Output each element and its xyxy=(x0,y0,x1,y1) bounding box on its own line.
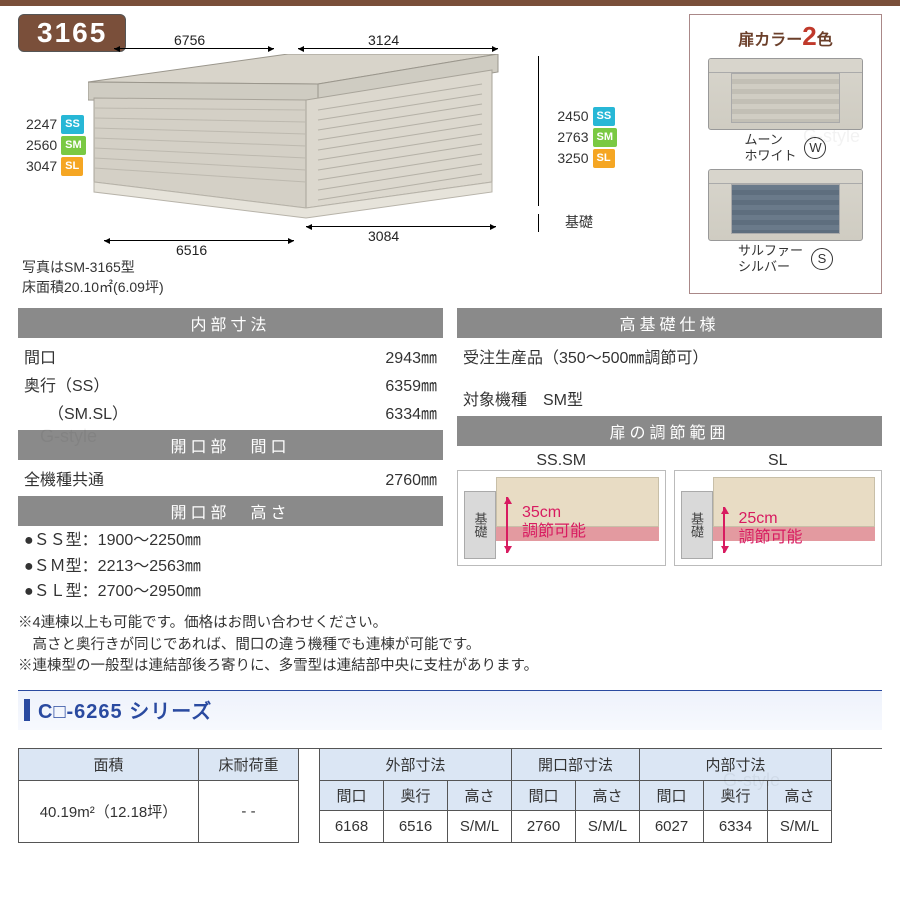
left-h-ss: 2247 xyxy=(26,114,57,135)
right-h-sl: 3250 xyxy=(557,148,588,169)
swatch-code-w: W xyxy=(804,137,826,159)
th-sub: 奥行 xyxy=(704,781,768,811)
int-row3-v: 6334㎜ xyxy=(385,400,437,424)
swatch-name-1a: ムーン xyxy=(745,132,783,147)
hdr-door-adjust: 扉の調節範囲 xyxy=(457,416,882,446)
left-h-sm: 2560 xyxy=(26,135,57,156)
int-row1-v: 2943㎜ xyxy=(385,344,437,368)
tag-sm-r: SM xyxy=(593,128,618,147)
th-group: 開口部寸法 xyxy=(512,749,640,781)
note-3: ※連棟型の一般型は連結部後ろ寄りに、多雪型は連結部中央に支柱があります。 xyxy=(18,656,882,678)
th-area: 面積 xyxy=(19,749,199,781)
td-val: 6027 xyxy=(640,811,704,843)
tag-sl: SL xyxy=(61,157,83,176)
adj-txt-2: 調節可能 xyxy=(739,529,803,546)
th-sub: 高さ xyxy=(768,781,832,811)
swatch-code-s: S xyxy=(811,248,833,270)
specs-left-col: 内部寸法 間口 2943㎜ 奥行（SS） 6359㎜ （SM.SL） 6334㎜ 開口… xyxy=(18,308,443,607)
color-title-prefix: 扉カラー xyxy=(738,32,802,49)
dim-top-width: 3124 xyxy=(368,32,399,48)
tag-ss: SS xyxy=(61,115,84,134)
td-val: S/M/L xyxy=(768,811,832,843)
td-load: - - xyxy=(199,781,299,843)
adj-txt-1: 調節可能 xyxy=(522,523,586,540)
shed-illustration xyxy=(88,54,508,224)
specs-right-col: 高基礎仕様 受注生産品（350～500㎜調節可） 対象機種 SM型 扉の調節範囲… xyxy=(457,308,882,607)
tag-sl-r: SL xyxy=(593,149,615,168)
int-row1-l: 間口 xyxy=(24,344,56,368)
hb-line: 受注生産品（350～500㎜調節可） xyxy=(463,344,708,368)
note-2: 高さと奥行きが同じであれば、間口の違う機種でも連棟が可能です。 xyxy=(18,635,882,657)
hdr-high-base: 高基礎仕様 xyxy=(457,308,882,338)
dimension-table: 面積 床耐荷重 40.19m²（12.18坪） - - 外部寸法間口奥行高さ61… xyxy=(18,748,882,843)
th-sub: 間口 xyxy=(512,781,576,811)
th-sub: 奥行 xyxy=(384,781,448,811)
swatch-name-2b: シルバー xyxy=(738,259,790,274)
int-row2-v: 6359㎜ xyxy=(385,372,437,396)
td-val: 2760 xyxy=(512,811,576,843)
bullet-sl: ●ＳＬ型：2700～2950㎜ xyxy=(24,579,437,605)
adjust-ss-sm: SS.SM 基礎 35cm 調節可能 xyxy=(457,452,666,566)
door-color-panel: 扉カラー2色 ムーンホワイト W サルファーシルバー S xyxy=(689,14,882,294)
dim-bottom-depth: 6516 xyxy=(176,242,207,258)
td-val: 6516 xyxy=(384,811,448,843)
th-load: 床耐荷重 xyxy=(199,749,299,781)
open-w-v: 2760㎜ xyxy=(385,466,437,490)
adjust-sl: SL 基礎 25cm 調節可能 xyxy=(674,452,883,566)
adj-amt-1: 35cm xyxy=(522,504,561,521)
int-row2-l: 奥行（SS） xyxy=(24,372,109,396)
color-count: 2 xyxy=(802,21,816,51)
model-badge: 3165 xyxy=(18,14,126,52)
td-val: S/M/L xyxy=(576,811,640,843)
right-h-ss: 2450 xyxy=(557,106,588,127)
td-val: 6168 xyxy=(320,811,384,843)
th-group: 外部寸法 xyxy=(320,749,512,781)
diagram-caption-2: 床面積20.10㎡(6.09坪) xyxy=(22,278,164,298)
tag-sm: SM xyxy=(61,136,86,155)
swatch-name-2a: サルファー xyxy=(738,243,803,258)
adj-label-2: SL xyxy=(674,452,883,470)
hdr-internal-dims: 内部寸法 xyxy=(18,308,443,338)
td-area: 40.19m²（12.18坪） xyxy=(19,781,199,843)
td-val: 6334 xyxy=(704,811,768,843)
adj-amt-2: 25cm xyxy=(739,510,778,527)
bullet-ss: ●ＳＳ型：1900～2250㎜ xyxy=(24,528,437,554)
th-sub: 間口 xyxy=(640,781,704,811)
base-label: 基礎 xyxy=(565,212,593,232)
right-h-sm: 2763 xyxy=(557,127,588,148)
tag-ss-r: SS xyxy=(593,107,616,126)
hdr-opening-width: 開口部 間口 xyxy=(18,430,443,460)
base-vertical-label-1: 基礎 xyxy=(464,491,496,559)
th-sub: 高さ xyxy=(576,781,640,811)
dim-top-depth: 6756 xyxy=(174,32,205,48)
bullet-sm: ●ＳＭ型：2213～2563㎜ xyxy=(24,554,437,580)
left-h-sl: 3047 xyxy=(26,156,57,177)
base-vertical-label-2: 基礎 xyxy=(681,491,713,559)
open-w-l: 全機種共通 xyxy=(24,466,104,490)
swatch-moon-white: ムーンホワイト W xyxy=(698,58,873,163)
diagram-caption-1: 写真はSM-3165型 xyxy=(22,258,164,278)
footnotes: ※4連棟以上も可能です。価格はお問い合わせください。 高さと奥行きが同じであれば… xyxy=(18,613,882,678)
series-header: C□-6265 シリーズ xyxy=(18,690,882,730)
th-group: 内部寸法 xyxy=(640,749,832,781)
int-row3-l: （SM.SL） xyxy=(24,400,128,424)
th-sub: 間口 xyxy=(320,781,384,811)
swatch-sulfur-silver: サルファーシルバー S xyxy=(698,169,873,274)
color-title-suffix: 色 xyxy=(817,32,833,49)
td-val: S/M/L xyxy=(448,811,512,843)
note-1: ※4連棟以上も可能です。価格はお問い合わせください。 xyxy=(18,613,882,635)
dimension-diagram: 3165 6756 3124 xyxy=(18,14,679,304)
swatch-name-1b: ホワイト xyxy=(745,148,797,163)
hdr-opening-height: 開口部 高さ xyxy=(18,496,443,526)
th-sub: 高さ xyxy=(448,781,512,811)
hb-model: 対象機種 SM型 xyxy=(463,386,583,410)
adj-label-1: SS.SM xyxy=(457,452,666,470)
dim-bottom-width: 3084 xyxy=(368,228,399,244)
series-title: C□-6265 シリーズ xyxy=(38,695,212,724)
